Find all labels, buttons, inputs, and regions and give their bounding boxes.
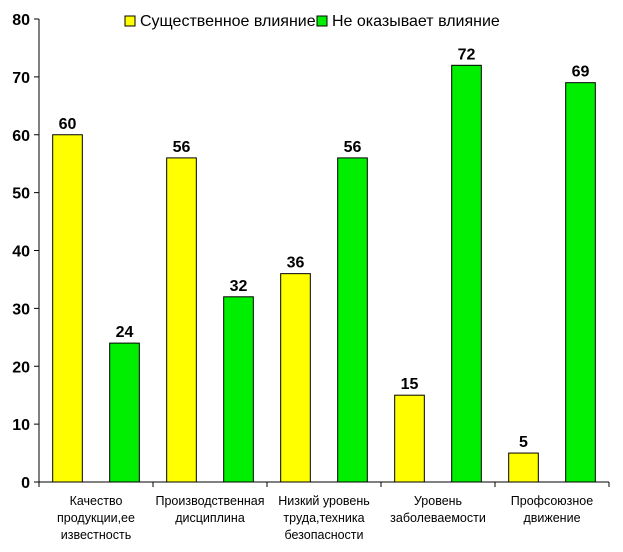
bar-value-label: 56 (344, 139, 362, 156)
bar-value-label: 60 (59, 116, 77, 133)
y-tick-label: 80 (12, 12, 30, 29)
bar (166, 157, 197, 483)
bar-value-label: 36 (287, 255, 305, 272)
category-label: Производственная дисциплина (155, 494, 264, 525)
legend-swatch (124, 15, 136, 27)
bar (451, 64, 482, 483)
category-label: Уровень заболеваемости (390, 494, 486, 525)
axes-group: 0 10 20 30 40 50 60 70 80 (12, 12, 610, 492)
legend-label: Существенное влияние (140, 13, 316, 30)
bar (337, 157, 368, 483)
bar-value-label: 24 (116, 324, 134, 341)
bar-value-label: 15 (401, 376, 419, 393)
bar (565, 82, 596, 483)
bar (109, 342, 140, 483)
category-label: Профсоюзное движение (511, 494, 593, 525)
category-label: Качество продукции,ее известность (57, 494, 135, 542)
y-tick-label: 50 (12, 186, 30, 203)
y-tick-label: 60 (12, 128, 30, 145)
y-tick-label: 30 (12, 301, 30, 318)
bar-value-label: 56 (173, 139, 191, 156)
category-label: Низкий уровень труда,техника безопасности (278, 494, 370, 542)
y-tick-label: 10 (12, 417, 30, 434)
y-tick-label: 0 (21, 475, 30, 492)
bar (508, 452, 539, 483)
legend-label: Не оказывает влияние (332, 13, 500, 30)
data-labels-group: 60 24 56 32 36 56 15 72 5 69 (59, 46, 590, 451)
bar (394, 394, 425, 483)
y-tick-label: 20 (12, 359, 30, 376)
y-tick-label: 40 (12, 244, 30, 261)
y-tick-label: 70 (12, 70, 30, 87)
bar-value-label: 32 (230, 278, 248, 295)
legend: Существенное влияние Не оказывает влияние (124, 13, 500, 30)
bar-value-label: 69 (572, 64, 590, 81)
bars-group (52, 64, 596, 483)
bar-value-label: 5 (519, 434, 528, 451)
bar (52, 134, 83, 483)
bar-value-label: 72 (458, 46, 476, 63)
category-labels-group: Качество продукции,ее известность Производс… (57, 494, 593, 542)
bar (280, 273, 311, 483)
legend-swatch (316, 15, 328, 27)
bar (223, 296, 254, 483)
